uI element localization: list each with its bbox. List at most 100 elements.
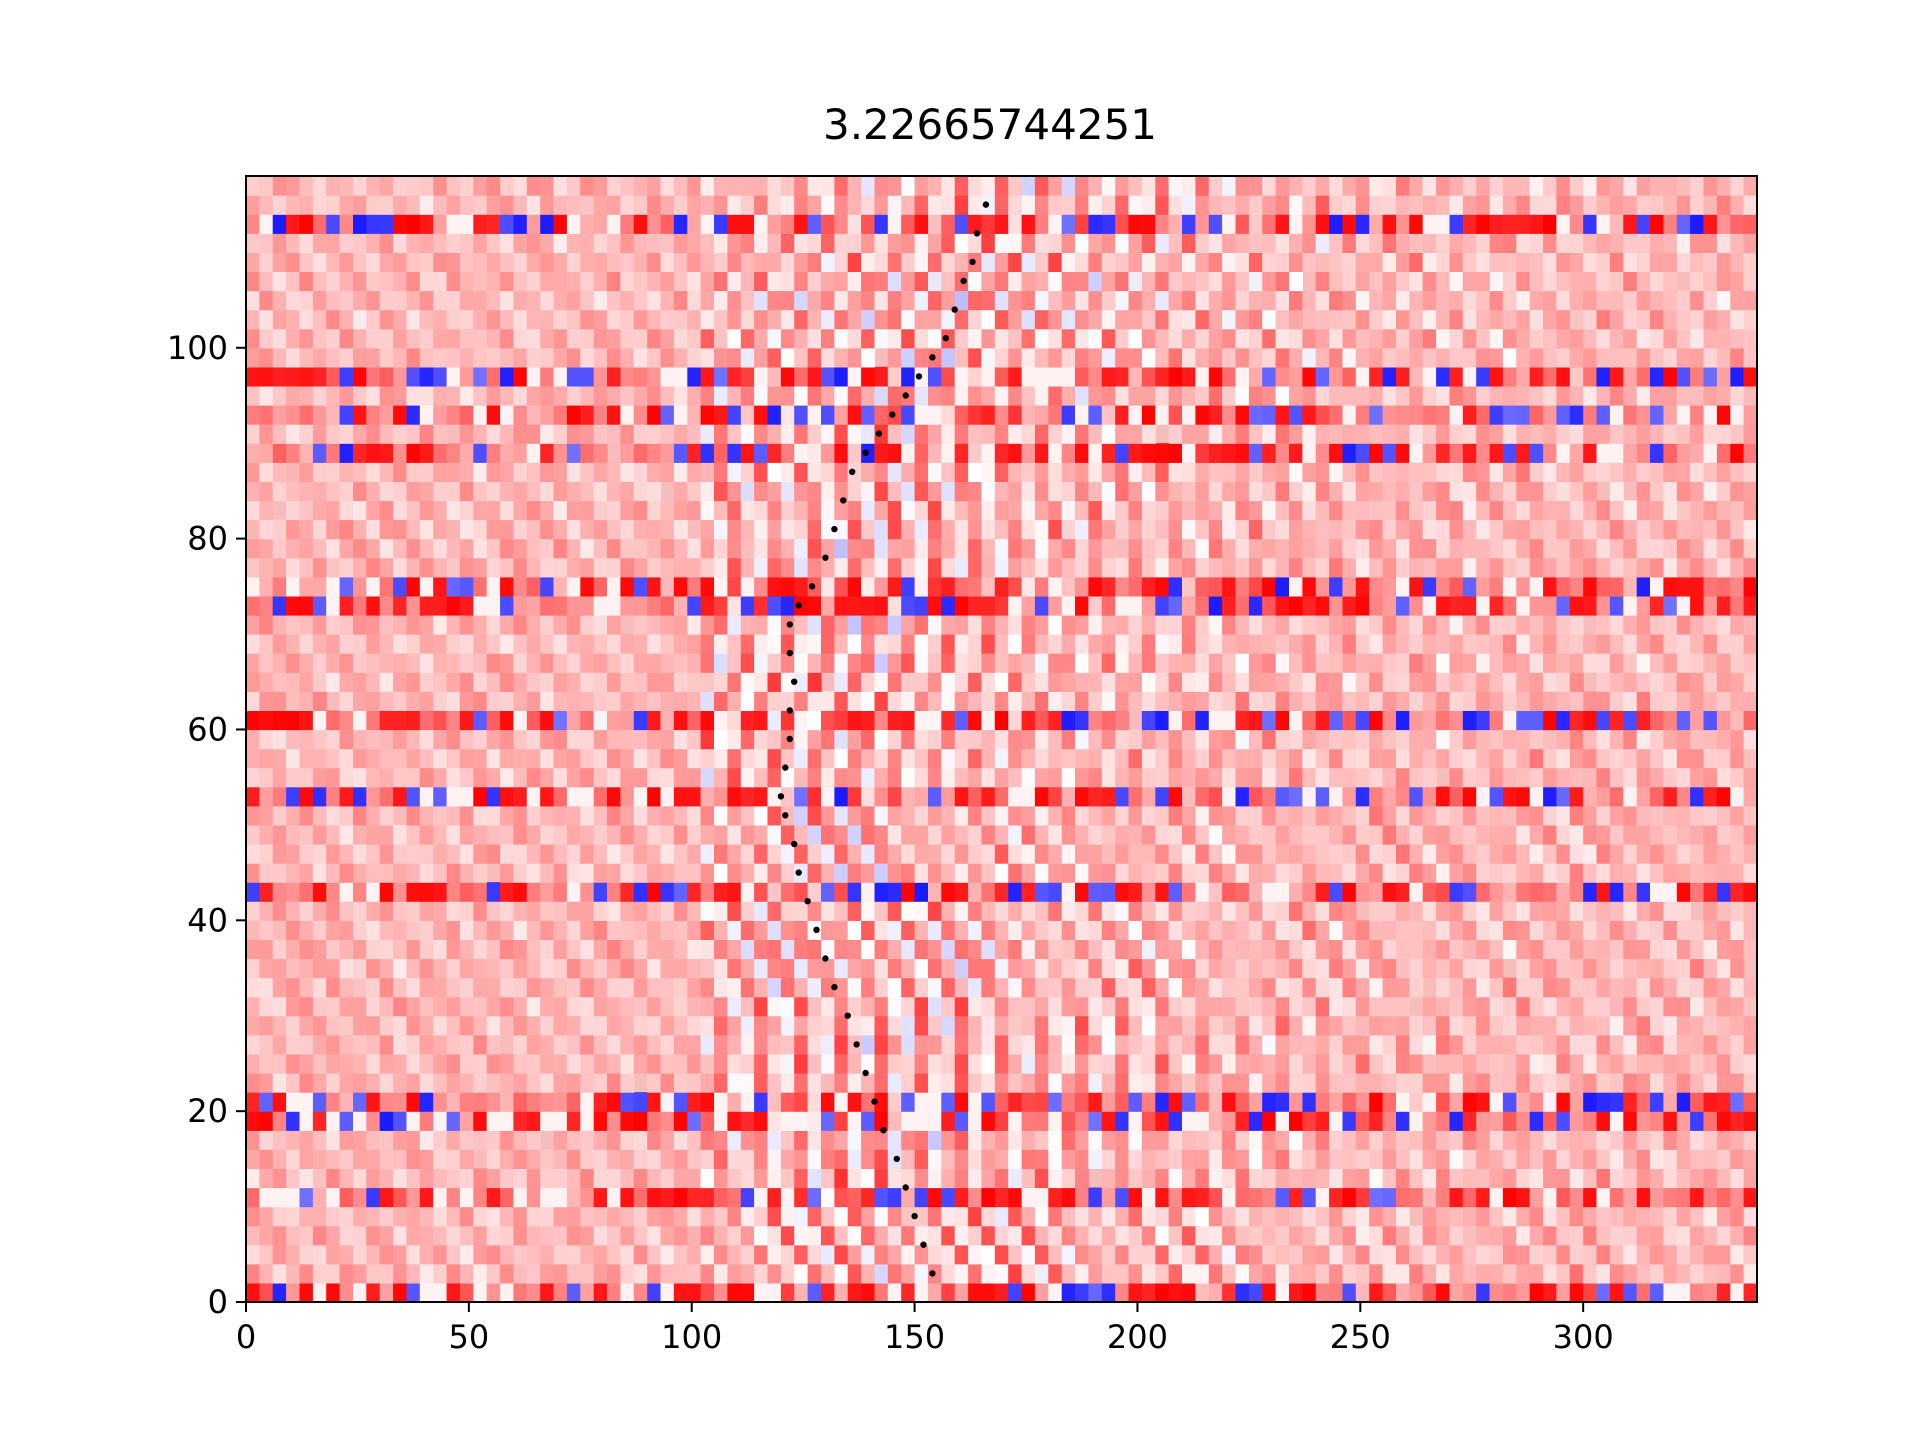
heatmap-cell (1449, 1053, 1464, 1074)
heatmap-cell (353, 519, 367, 540)
heatmap-cell (1369, 1073, 1384, 1093)
heatmap-cell (1516, 500, 1531, 521)
heatmap-cell (607, 805, 621, 826)
heatmap-cell (901, 1225, 916, 1246)
heatmap-cell (1716, 863, 1731, 883)
heatmap-cell (1302, 939, 1317, 960)
heatmap-cell (433, 538, 448, 559)
heatmap-cell (1075, 634, 1089, 654)
heatmap-cell (1235, 1206, 1250, 1227)
heatmap-cell (1155, 576, 1170, 597)
heatmap-cell (1061, 1225, 1076, 1246)
heatmap-cell (1262, 1225, 1277, 1246)
heatmap-cell (1462, 786, 1477, 807)
heatmap-cell (740, 1111, 755, 1131)
heatmap-cell (901, 977, 916, 998)
heatmap-cell (272, 614, 287, 635)
heatmap-cell (1502, 1168, 1517, 1189)
heatmap-cell (1569, 1244, 1584, 1265)
heatmap-cell (312, 710, 327, 731)
heatmap-cell (1583, 1244, 1598, 1265)
heatmap-cell (379, 901, 394, 921)
heatmap-cell (1382, 1111, 1397, 1131)
heatmap-cell (754, 538, 769, 559)
heatmap-cell (1061, 805, 1076, 826)
heatmap-cell (500, 1282, 515, 1302)
heatmap-cell (419, 1187, 434, 1208)
heatmap-cell (433, 844, 448, 864)
heatmap-cell (433, 1149, 448, 1169)
heatmap-cell (1409, 1244, 1424, 1265)
heatmap-cell (500, 882, 515, 902)
heatmap-cell (272, 920, 287, 940)
heatmap-cell (1289, 576, 1303, 597)
heatmap-cell (1088, 710, 1103, 731)
heatmap-cell (1529, 748, 1544, 769)
heatmap-cell (1222, 958, 1237, 979)
heatmap-cell (1636, 462, 1651, 482)
heatmap-cell (821, 653, 835, 673)
heatmap-cell (566, 1015, 581, 1036)
heatmap-cell (366, 595, 381, 616)
heatmap-cell (553, 481, 568, 502)
heatmap-cell (847, 1053, 862, 1074)
heatmap-cell (1663, 557, 1678, 578)
heatmap-cell (259, 519, 274, 540)
heatmap-cell (1222, 653, 1237, 673)
heatmap-cell (1569, 996, 1584, 1017)
heatmap-cell (1716, 1244, 1731, 1265)
heatmap-cell (1128, 863, 1143, 883)
heatmap-cell (861, 824, 876, 845)
heatmap-cell (500, 1244, 515, 1265)
heatmap-cell (1208, 977, 1223, 998)
heatmap-cell (1489, 1130, 1504, 1150)
heatmap-cell (393, 500, 408, 521)
heatmap-cell (326, 1282, 341, 1302)
heatmap-cell (393, 634, 408, 654)
heatmap-cell (486, 1053, 501, 1074)
heatmap-cell (647, 1244, 662, 1265)
heatmap-cell (633, 824, 648, 845)
heatmap-cell (1543, 1187, 1558, 1208)
heatmap-cell (1262, 844, 1277, 864)
heatmap-cell (821, 767, 835, 788)
heatmap-cell (607, 920, 621, 940)
heatmap-cell (647, 1053, 662, 1074)
heatmap-cell (593, 1244, 608, 1265)
heatmap-cell (1543, 958, 1558, 979)
heatmap-cell (861, 1130, 876, 1150)
heatmap-cell (767, 1015, 782, 1036)
heatmap-cell (433, 805, 448, 826)
heatmap-cell (1262, 576, 1277, 597)
heatmap-cell (1355, 462, 1370, 482)
heatmap-cell (1021, 557, 1036, 578)
heatmap-cell (821, 443, 835, 463)
heatmap-cell (272, 996, 287, 1017)
heatmap-cell (1502, 500, 1517, 521)
heatmap-cell (1075, 1244, 1089, 1265)
heatmap-cell (861, 500, 876, 521)
heatmap-cell (1569, 1225, 1584, 1246)
heatmap-cell (633, 1130, 648, 1150)
heatmap-cell (299, 634, 314, 654)
heatmap-cell (1235, 977, 1250, 998)
heatmap-cell (1502, 824, 1517, 845)
heatmap-cell (1195, 557, 1210, 578)
heatmap-cell (1235, 1149, 1250, 1169)
heatmap-cell (1489, 691, 1504, 711)
heatmap-cell (1462, 653, 1477, 673)
heatmap-cell (1382, 748, 1397, 769)
heatmap-cell (1128, 729, 1143, 750)
heatmap-cell (754, 786, 769, 807)
heatmap-cell (700, 977, 715, 998)
heatmap-cell (1061, 672, 1076, 692)
heatmap-cell (1235, 824, 1250, 845)
heatmap-cell (326, 1130, 341, 1150)
heatmap-cell (1369, 977, 1384, 998)
heatmap-cell (1008, 1149, 1023, 1169)
heatmap-cell (593, 1092, 608, 1112)
heatmap-cell (312, 538, 327, 559)
heatmap-cell (1449, 1130, 1464, 1150)
heatmap-cell (259, 939, 274, 960)
heatmap-cell (580, 996, 595, 1017)
